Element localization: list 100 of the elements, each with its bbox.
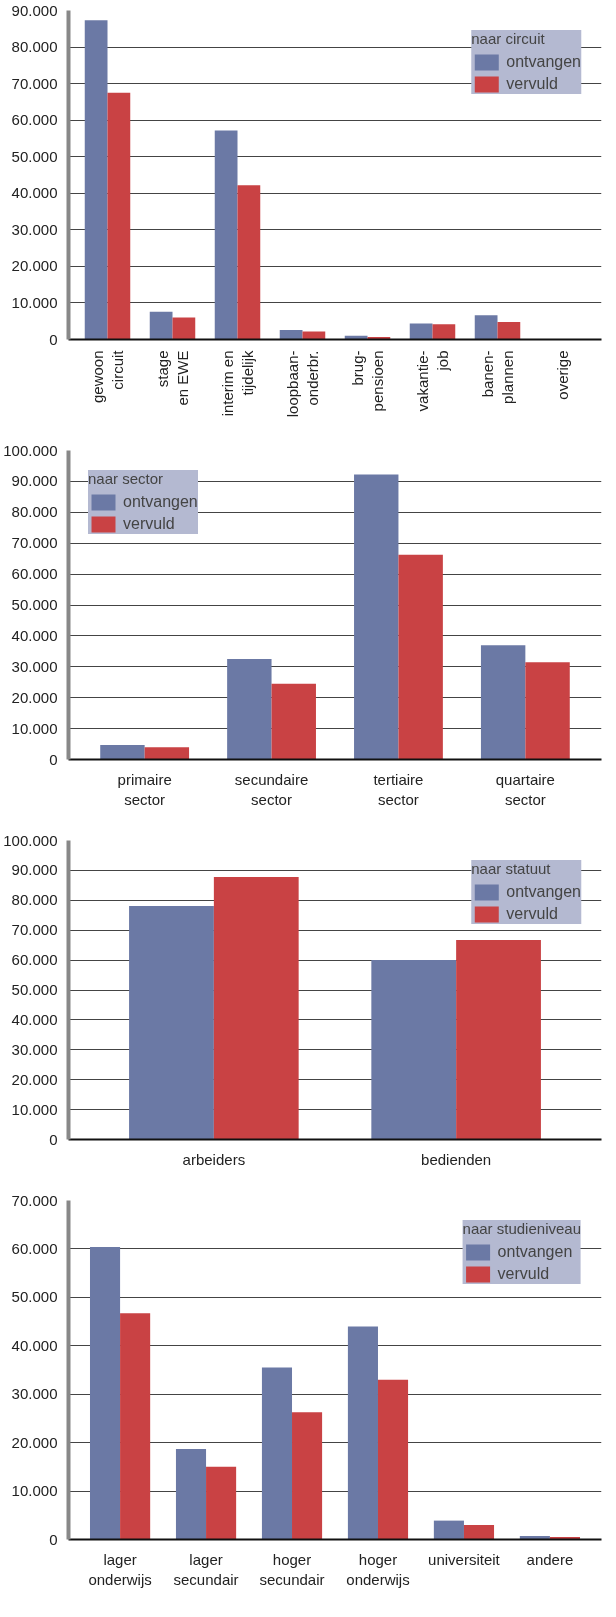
x-tick-label: loopbaan- onderbr. [283, 350, 322, 418]
x-tick-label: primaire sector [117, 770, 172, 808]
y-tick-label: 30.000 [11, 1040, 58, 1058]
bar [433, 1520, 464, 1540]
legend-title: naar studieniveau [462, 1220, 581, 1237]
x-tick-label: interim en tijdelijk [218, 350, 257, 417]
y-tick-label: 90.000 [11, 861, 58, 879]
x-tick-label: banen- plannen [478, 350, 517, 404]
y-tick-label: 90.000 [11, 472, 58, 490]
bar [214, 130, 238, 340]
y-tick-label: 10.000 [11, 719, 58, 737]
y-tick-label: 80.000 [11, 503, 58, 521]
y-tick-label: 100.000 [3, 831, 58, 849]
bar [84, 20, 108, 340]
legend-label: vervuld [506, 75, 558, 93]
bar [261, 1367, 293, 1540]
y-tick-label: 50.000 [11, 981, 58, 998]
legend-label: ontvangen [497, 1243, 573, 1261]
y-tick-label: 10.000 [11, 1100, 58, 1118]
bar [120, 1313, 151, 1540]
bar [89, 1246, 121, 1540]
y-tick-label: 60.000 [11, 565, 58, 583]
legend-title: naar circuit [471, 30, 546, 47]
y-tick-label: 80.000 [11, 891, 58, 909]
bar [172, 317, 196, 340]
x-tick-label: universiteit [428, 1550, 501, 1568]
x-tick-label: andere [526, 1550, 574, 1568]
x-tick-label: hoger onderwijs [346, 1550, 410, 1588]
bar [206, 1466, 237, 1540]
bar [432, 324, 456, 340]
legend-label: vervuld [123, 515, 175, 533]
bar [302, 331, 326, 340]
bar [213, 876, 299, 1140]
y-tick-label: 90.000 [11, 1, 58, 19]
y-tick-label: 50.000 [11, 596, 58, 613]
bar [456, 940, 541, 1140]
bar [497, 321, 521, 340]
bar [149, 311, 173, 340]
y-tick-label: 70.000 [11, 534, 58, 552]
y-tick-label: 30.000 [11, 1385, 58, 1403]
x-tick-label: overige [554, 350, 571, 400]
bar [398, 554, 443, 760]
bar [279, 330, 303, 340]
y-tick-label: 50.000 [11, 1288, 58, 1306]
y-tick-label: 0 [49, 330, 58, 348]
legend-label: vervuld [506, 905, 558, 923]
bar [237, 185, 261, 340]
x-tick-label: gewoon circuit [88, 349, 127, 404]
y-tick-label: 70.000 [11, 1191, 58, 1209]
bar [377, 1379, 409, 1540]
y-tick-label: 40.000 [11, 184, 58, 202]
x-tick-label: bedienden [421, 1150, 492, 1168]
y-tick-label: 40.000 [11, 1010, 58, 1028]
legend-label: ontvangen [123, 493, 198, 511]
bar [409, 323, 433, 340]
x-tick-label: vakantie- job [413, 350, 452, 412]
y-tick-label: 20.000 [11, 1433, 58, 1451]
x-tick-label: quartaire sector [495, 770, 555, 808]
y-tick-label: 10.000 [11, 293, 58, 311]
bar [371, 960, 457, 1140]
x-tick-label: tertiaire sector [373, 770, 424, 808]
y-tick-label: 20.000 [11, 1070, 58, 1088]
y-tick-label: 60.000 [11, 111, 58, 129]
y-tick-label: 40.000 [11, 1336, 58, 1354]
y-tick-label: 60.000 [11, 951, 58, 969]
y-tick-label: 20.000 [11, 688, 58, 706]
bar [175, 1448, 207, 1540]
bar [463, 1524, 495, 1540]
x-tick-label: secundaire sector [234, 770, 309, 808]
x-tick-label: lager secundair [173, 1550, 239, 1588]
x-tick-label: lager onderwijs [88, 1550, 152, 1588]
y-tick-label: 30.000 [11, 657, 58, 675]
y-tick-label: 70.000 [11, 74, 58, 92]
bar [107, 92, 131, 340]
legend-title: naar statuut [471, 860, 552, 877]
bar [354, 474, 399, 760]
bar [271, 683, 316, 760]
bar [144, 747, 190, 760]
legend-title: naar sector [88, 470, 165, 487]
y-tick-label: 0 [49, 750, 58, 768]
legend-label: vervuld [497, 1265, 550, 1283]
x-tick-label: hoger secundair [259, 1550, 325, 1588]
y-tick-label: 0 [49, 1130, 58, 1148]
bar [474, 315, 498, 340]
y-tick-label: 0 [49, 1530, 58, 1548]
y-tick-label: 60.000 [11, 1239, 58, 1257]
legend-label: ontvangen [506, 53, 581, 71]
y-tick-label: 80.000 [11, 38, 58, 56]
bar [292, 1412, 323, 1540]
x-tick-label: arbeiders [182, 1150, 246, 1168]
y-tick-label: 10.000 [11, 1482, 58, 1500]
y-tick-label: 70.000 [11, 921, 58, 939]
bar [129, 905, 214, 1140]
bar [227, 659, 272, 760]
bar [480, 645, 526, 760]
y-tick-label: 100.000 [3, 441, 58, 459]
x-tick-label: stage en EWE [153, 350, 192, 406]
y-tick-label: 40.000 [11, 626, 58, 644]
bar [100, 744, 145, 760]
y-tick-label: 30.000 [11, 220, 58, 238]
